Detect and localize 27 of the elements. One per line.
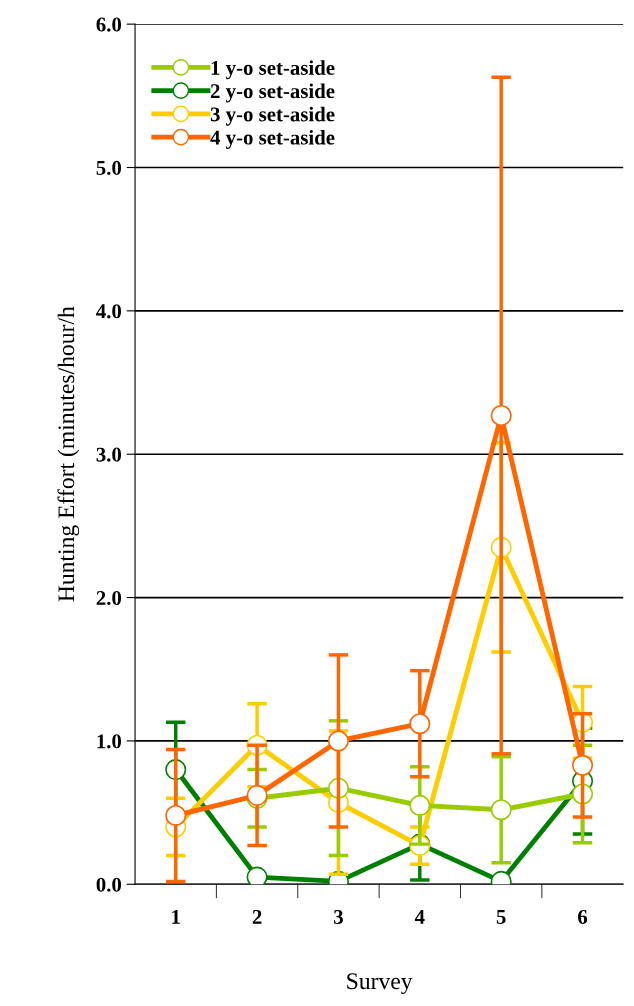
y-tick-label: 3.0 bbox=[96, 447, 122, 462]
point bbox=[490, 799, 512, 821]
x-tick-label: 4 bbox=[414, 910, 425, 924]
y-tick-label: 6.0 bbox=[96, 17, 122, 32]
y-tick-label: 0.0 bbox=[96, 877, 122, 892]
point bbox=[571, 754, 594, 776]
legend-label: 4 y-o set-aside bbox=[210, 129, 335, 149]
y-tick-label: 1.0 bbox=[97, 734, 122, 749]
y-tick-label: 4.0 bbox=[96, 304, 122, 319]
y-tick-label: 2.0 bbox=[96, 590, 122, 606]
x-tick-label: 5 bbox=[496, 910, 506, 924]
point bbox=[409, 713, 431, 735]
y-tick-label: 5.0 bbox=[96, 160, 122, 176]
legend-label: 2 y-o set-aside bbox=[210, 83, 335, 103]
point bbox=[246, 866, 268, 885]
legend-label: 1 y-o set-aside bbox=[211, 60, 335, 80]
point bbox=[327, 730, 350, 752]
point bbox=[409, 794, 431, 816]
x-tick-label: 6 bbox=[578, 909, 588, 924]
y-axis-title: Hunting Effort (minutes/hour/h bbox=[57, 306, 80, 602]
x-tick-label: 2 bbox=[252, 909, 262, 924]
x-tick-label: 3 bbox=[334, 909, 343, 924]
legend-label: 3 y-o set-aside bbox=[210, 106, 335, 126]
x-tick-label: 1 bbox=[172, 909, 180, 924]
point bbox=[490, 404, 512, 427]
point bbox=[165, 804, 187, 827]
x-axis-title: Survey bbox=[347, 973, 413, 995]
